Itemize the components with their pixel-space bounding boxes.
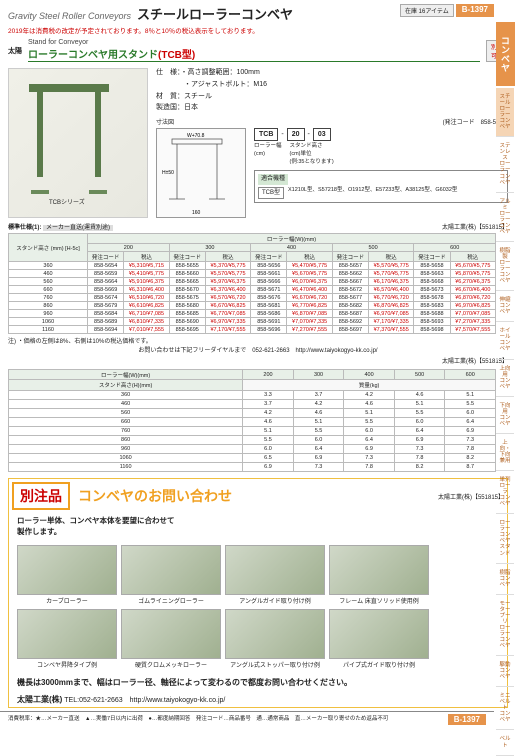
- sidebar-item[interactable]: 単列ローラ コンベヤ: [496, 471, 514, 514]
- top-area: TCBシリーズ 仕 様：・高さ調整範囲：100mm ・アジャストボルト：M16 …: [0, 64, 516, 222]
- sidebar-item[interactable]: モータープーリ ローラーコンベヤ: [496, 595, 514, 656]
- inquiry-item: フレーム 床直ソリッド使用例: [329, 545, 429, 605]
- series-label: TCBシリーズ: [49, 197, 85, 206]
- header-en: Gravity Steel Roller Conveyors: [8, 11, 131, 21]
- price-table: スタンド高さ (mm) [H-5c]ローラー幅(W)(mm)2003004005…: [8, 233, 496, 334]
- sidebar: コンベヤ スチール ローラーコンベヤステンレス ローラーコンベヤアルミ ローラー…: [496, 22, 514, 756]
- svg-text:160: 160: [192, 210, 201, 216]
- section-title: 太陽 Stand for Conveyor ローラーコンベヤ用スタンド(TCB型…: [0, 37, 516, 64]
- inquiry-item: コンベヤ昇降タイプ例: [17, 609, 117, 669]
- inquiry-box: 別注品 コンベヤのお問い合わせ 太陽工業(株)【551815】 ローラー単体、コ…: [8, 478, 508, 708]
- order-code-area: (発注コード 858-5654) TCB - 20 - 03 ローラー幅(cm)…: [254, 119, 508, 217]
- inquiry-item: ゴムライニングローラー: [121, 545, 221, 605]
- product-image: TCBシリーズ: [8, 68, 148, 218]
- sidebar-main[interactable]: コンベヤ: [496, 22, 515, 86]
- sidebar-item[interactable]: ベルト: [496, 730, 514, 755]
- svg-text:H±50: H±50: [162, 170, 174, 176]
- inquiry-badge: 別注品: [12, 482, 70, 510]
- sidebar-item[interactable]: 駆動 コンベヤ: [496, 656, 514, 687]
- sidebar-item[interactable]: ステンレス ローラーコンベヤ: [496, 137, 514, 192]
- sidebar-item[interactable]: 樹脂 コンベヤ: [496, 564, 514, 595]
- sidebar-item[interactable]: 下向用 コンベヤ: [496, 397, 514, 434]
- inquiry-item: アングル式ストッパー取り付け例: [225, 609, 325, 669]
- inquiry-item: 硬質クロムメッキローラー: [121, 609, 221, 669]
- inquiry-sub: ローラー単体、コンベヤ本体を要望に合わせて 製作します。: [9, 513, 507, 541]
- inquiry-note: 機長は3000mmまで、幅はローラー径、軸径によって変わるので都度お問い合わせく…: [9, 673, 507, 692]
- sidebar-item[interactable]: ホイール コンベヤ: [496, 322, 514, 359]
- brand: 太陽: [8, 46, 22, 56]
- sidebar-item[interactable]: 樹脂製 ローラーコンベヤ: [496, 242, 514, 291]
- tax-notice: 2019年は消費税の改定が予定されております。8％と10％の税込表示をしておりま…: [0, 25, 516, 37]
- section-sub: Stand for Conveyor: [28, 39, 480, 46]
- stock-badge: 在庫 16アイテム: [400, 4, 454, 17]
- inquiry-item: カーブローラー: [17, 545, 117, 605]
- dimension-diagram: H±50 W+70.8 160: [156, 128, 246, 218]
- weight-table: ローラー幅(W)(mm)200300400500600スタンド高さ(H)(mm)…: [8, 369, 496, 472]
- svg-text:W+70.8: W+70.8: [187, 133, 205, 139]
- compat-box: 適合機種 TCB型 X1210L型、S57218型、O1912型、E57233型…: [254, 170, 508, 203]
- page-number-top: B-1397: [456, 4, 494, 17]
- sidebar-item[interactable]: ミニベルト コンベヤ: [496, 687, 514, 730]
- spec-area: 仕 様：・高さ調整範囲：100mm ・アジャストボルト：M16 材 質：スチール…: [156, 68, 508, 218]
- page-number-bottom: B-1397: [448, 714, 486, 725]
- footer: 消費税率：★…メーカー直送 ▲…実働7日以内に出荷 ●…都度納期回答 発注コード…: [0, 711, 494, 727]
- sidebar-item[interactable]: アルミ ローラーコンベヤ: [496, 193, 514, 242]
- sidebar-item[interactable]: 上向用 コンベヤ: [496, 360, 514, 397]
- sidebar-item[interactable]: スチール ローラーコンベヤ: [496, 88, 514, 137]
- page-badge: 在庫 16アイテム B-1397: [400, 4, 494, 17]
- inquiry-item: アングルガイド取り付け例: [225, 545, 325, 605]
- inquiry-title: コンベヤのお問い合わせ: [78, 486, 232, 506]
- sidebar-item[interactable]: ローラー コンベヤ スタンド: [496, 514, 514, 563]
- contact: 太陽工業(株) TEL:052-621-2663 http://www.taiy…: [9, 692, 507, 707]
- section-main: ローラーコンベヤ用スタンド(TCB型): [28, 46, 480, 62]
- sidebar-item[interactable]: 伸縮 コンベヤ: [496, 291, 514, 322]
- sidebar-item[interactable]: 上向・下向 兼用: [496, 434, 514, 471]
- inquiry-item: パイプ式ガイド取り付け例: [329, 609, 429, 669]
- header-jp: スチールローラーコンベヤ: [137, 4, 293, 23]
- inquiry-images: カーブローラーゴムライニングローラーアングルガイド取り付け例フレーム 床直ソリッ…: [9, 541, 507, 673]
